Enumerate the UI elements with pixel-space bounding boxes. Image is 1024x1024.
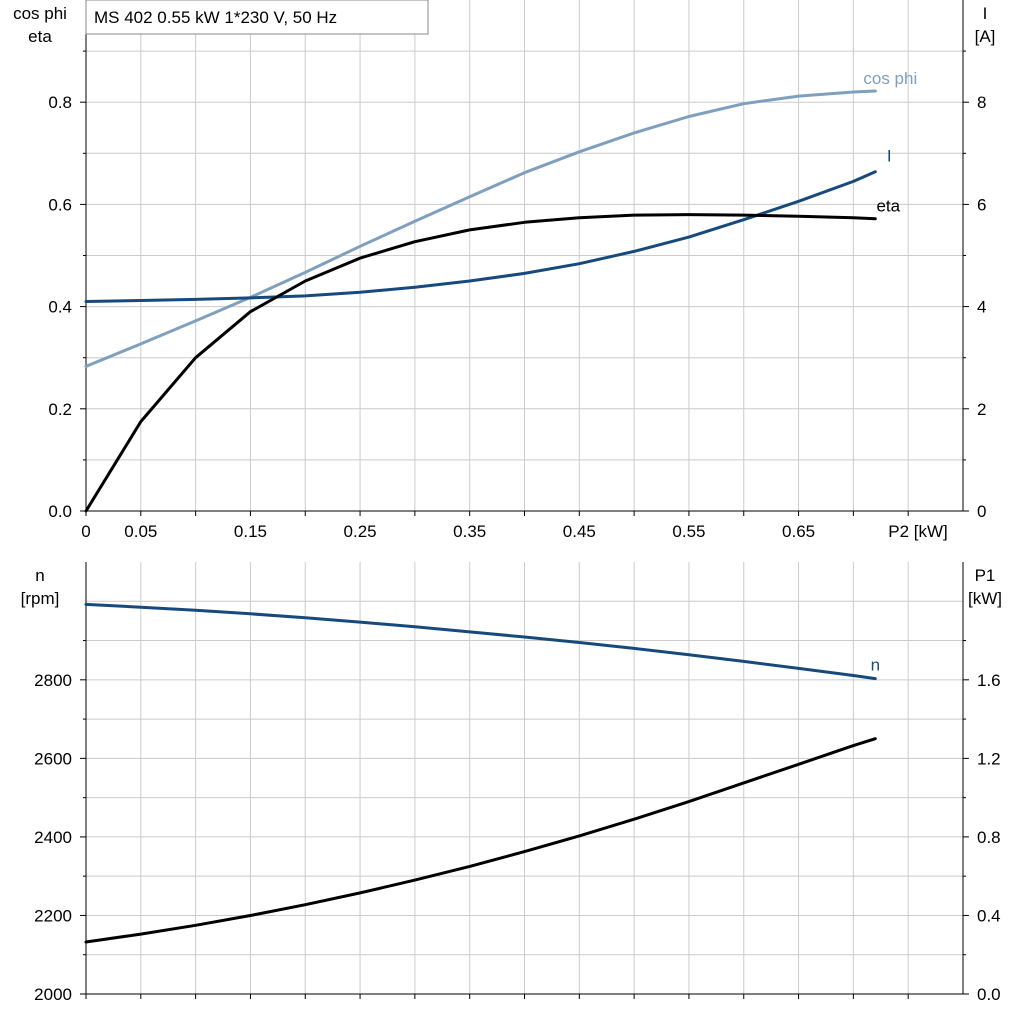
right-tick-label: 4 xyxy=(977,298,986,317)
left-tick-label: 2600 xyxy=(34,749,72,768)
title-box xyxy=(85,0,429,35)
right-tick-label: 0.8 xyxy=(977,828,1001,847)
bottom-panel: 2000 2200 2400 2600 2800 0.0 0.4 0.8 1.2 1.6 n [rpm… xyxy=(21,562,1002,1004)
x-tick-label: 0 xyxy=(81,522,90,541)
x-tick-label: 0.15 xyxy=(234,522,267,541)
series-line-cos-phi xyxy=(84,89,877,368)
top-panel: 0.0 0.2 0.4 0.6 0.8 0 2 4 6 8 cos phi eta I [A] 0 0.05 0… xyxy=(13,0,995,541)
right-tick-label: 1.6 xyxy=(977,671,1001,690)
series-label: I xyxy=(887,147,892,166)
left-tick-label: 0.6 xyxy=(48,195,72,214)
right-axis-unit: [kW] xyxy=(968,589,1002,608)
x-tick-label: 0.05 xyxy=(124,522,157,541)
left-tick-label: 0.2 xyxy=(48,400,72,419)
series-label: n xyxy=(871,656,880,675)
right-tick-label: 0.0 xyxy=(977,985,1001,1004)
right-axis-title: I xyxy=(983,4,988,23)
x-axis-title: P2 [kW] xyxy=(888,522,948,541)
x-tick-label: 0.25 xyxy=(344,522,377,541)
left-axis-unit: [rpm] xyxy=(21,589,60,608)
left-tick-label: 0.4 xyxy=(48,298,72,317)
series-label: cos phi xyxy=(863,69,917,88)
series-line-p1 xyxy=(84,737,877,944)
chart-title: MS 402 0.55 kW 1*230 V, 50 Hz xyxy=(94,8,337,27)
right-tick-label: 1.2 xyxy=(977,749,1001,768)
series-label: eta xyxy=(876,197,900,216)
right-tick-label: 6 xyxy=(977,195,986,214)
right-tick-label: 0 xyxy=(977,502,986,521)
right-tick-label: 8 xyxy=(977,93,986,112)
series-line-eta xyxy=(84,213,877,513)
left-axis-title: n xyxy=(35,566,44,585)
x-tick-label: 0.35 xyxy=(453,522,486,541)
series-line-i xyxy=(84,170,877,303)
left-tick-label: 0.8 xyxy=(48,93,72,112)
left-axis-unit: eta xyxy=(28,27,52,46)
left-tick-label: 2400 xyxy=(34,828,72,847)
left-tick-label: 2000 xyxy=(34,985,72,1004)
left-axis-title: cos phi xyxy=(13,4,67,23)
left-tick-label: 2200 xyxy=(34,906,72,925)
x-tick-label: 0.65 xyxy=(782,522,815,541)
x-tick-label: 0.55 xyxy=(672,522,705,541)
series-line-n xyxy=(84,602,877,681)
right-tick-label: 0.4 xyxy=(977,906,1001,925)
right-tick-label: 2 xyxy=(977,400,986,419)
x-tick-label: 0.45 xyxy=(563,522,596,541)
left-tick-label: 2800 xyxy=(34,671,72,690)
left-tick-label: 0.0 xyxy=(48,502,72,521)
right-axis-unit: [A] xyxy=(975,27,996,46)
right-axis-title: P1 xyxy=(975,566,996,585)
